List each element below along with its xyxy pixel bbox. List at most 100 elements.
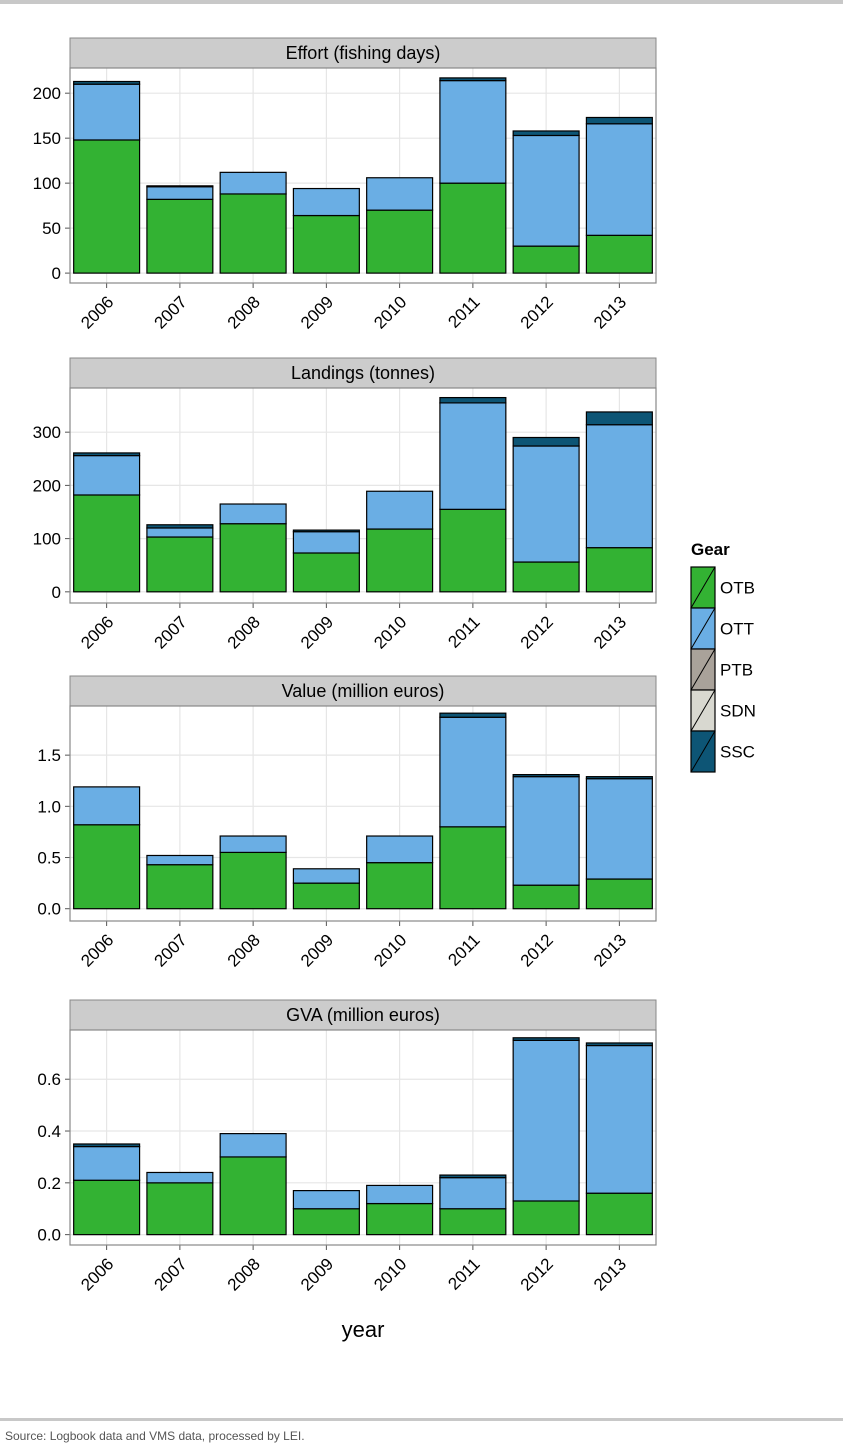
bar-segment [366, 177, 434, 211]
x-tick-label: 2013 [590, 1254, 630, 1294]
bar-segment [585, 1044, 653, 1194]
bar-segment [366, 1202, 434, 1236]
x-tick-label: 2011 [444, 1254, 483, 1293]
bar-segment [146, 185, 214, 188]
bar-segment [73, 83, 141, 141]
x-tick-label: 2011 [444, 292, 483, 331]
x-axis-label: year [342, 1317, 385, 1342]
bar-segment [73, 1143, 141, 1148]
y-tick-label: 0.0 [37, 1226, 61, 1245]
y-tick-label: 1.0 [37, 797, 61, 816]
x-tick-label: 2011 [444, 612, 483, 651]
x-tick-label: 2006 [77, 612, 117, 652]
y-tick-label: 0.0 [37, 900, 61, 919]
bar-segment [512, 130, 580, 137]
bar-segment [292, 868, 360, 884]
bar-segment [73, 786, 141, 826]
bar-segment [585, 1192, 653, 1236]
panel-title: Landings (tonnes) [291, 363, 435, 383]
x-tick-label: 2007 [151, 930, 191, 970]
y-tick-label: 200 [33, 476, 61, 495]
bar-segment [512, 134, 580, 247]
bar-segment [73, 824, 141, 910]
x-tick-label: 2008 [224, 292, 264, 332]
x-tick-label: 2008 [224, 930, 264, 970]
bar-segment [585, 116, 653, 125]
bar-segment [73, 1179, 141, 1236]
strip [69, 37, 657, 69]
x-tick-label: 2012 [517, 292, 557, 332]
y-tick-label: 0.4 [37, 1122, 61, 1141]
bar-segment [366, 835, 434, 864]
x-tick-label: 2009 [297, 1254, 337, 1294]
legend-label: OTT [720, 620, 754, 639]
bar-segment [219, 523, 287, 593]
top-border [0, 0, 843, 4]
bar-segment [585, 878, 653, 910]
bar-segment [146, 527, 214, 538]
x-tick-label: 2009 [297, 612, 337, 652]
x-tick-label: 2010 [370, 930, 410, 970]
y-tick-label: 100 [33, 174, 61, 193]
plot-border [69, 387, 657, 604]
strip [69, 999, 657, 1031]
legend-key-slash [690, 566, 716, 609]
bar-segment [219, 1156, 287, 1236]
panel-title: Value (million euros) [282, 681, 445, 701]
bar-segment [512, 245, 580, 274]
x-tick-label: 2010 [370, 612, 410, 652]
bar-segment [146, 854, 214, 866]
bar-segment [439, 396, 507, 404]
bar-segment [146, 1182, 214, 1236]
legend-label: PTB [720, 661, 753, 680]
bar-segment [146, 186, 214, 200]
bar-segment [439, 1208, 507, 1236]
x-tick-label: 2008 [224, 612, 264, 652]
bar-segment [292, 882, 360, 910]
x-tick-label: 2007 [151, 1254, 191, 1294]
y-tick-label: 100 [33, 530, 61, 549]
x-tick-label: 2012 [517, 612, 557, 652]
bar-segment [292, 214, 360, 274]
bar-segment [73, 452, 141, 457]
x-tick-label: 2011 [444, 930, 483, 969]
x-tick-label: 2006 [77, 292, 117, 332]
y-tick-label: 0.6 [37, 1070, 61, 1089]
bar-segment [585, 411, 653, 426]
bar-segment [439, 182, 507, 274]
bar-segment [512, 776, 580, 886]
legend-label: SSC [720, 743, 755, 762]
bar-segment [366, 209, 434, 274]
bar-segment [366, 862, 434, 910]
legend-label: OTB [720, 579, 755, 598]
x-tick-label: 2013 [590, 292, 630, 332]
source-note: Source: Logbook data and VMS data, proce… [5, 1429, 305, 1443]
bar-segment [219, 171, 287, 195]
bar-segment [439, 79, 507, 184]
bar-segment [146, 536, 214, 593]
y-tick-label: 1.5 [37, 746, 61, 765]
footer-rule [0, 1418, 843, 1421]
bar-segment [585, 234, 653, 274]
bar-segment [512, 445, 580, 563]
bar-segment [439, 716, 507, 828]
bar-segment [219, 835, 287, 854]
bar-segment [73, 454, 141, 496]
legend-label: SDN [720, 702, 756, 721]
x-tick-label: 2009 [297, 292, 337, 332]
strip [69, 675, 657, 707]
plot-border [69, 67, 657, 284]
bar-segment [73, 494, 141, 593]
bar-segment [292, 531, 360, 554]
bar-segment [439, 1177, 507, 1210]
bar-segment [439, 402, 507, 510]
y-tick-label: 0 [52, 583, 61, 602]
bar-segment [146, 1171, 214, 1184]
bar-segment [292, 529, 360, 533]
legend-key-slash [690, 730, 716, 773]
bar-segment [439, 508, 507, 593]
x-tick-label: 2007 [151, 292, 191, 332]
y-tick-label: 0.5 [37, 849, 61, 868]
